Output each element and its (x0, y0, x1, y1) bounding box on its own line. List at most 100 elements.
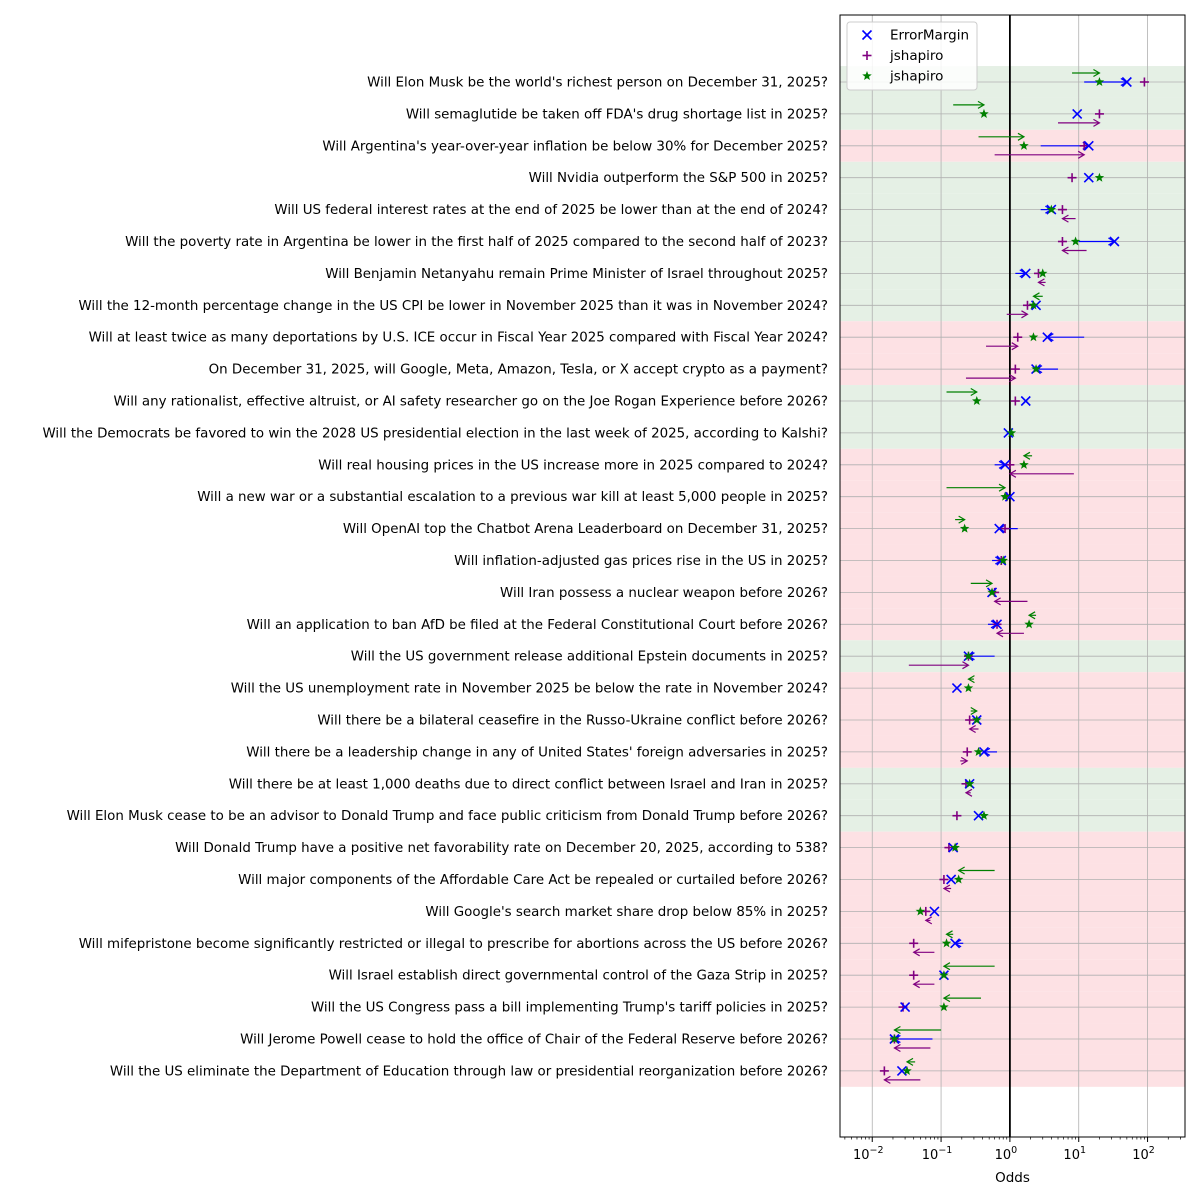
question-label: Will Argentina's year-over-year inflatio… (322, 139, 828, 154)
errormargin-marker (1020, 268, 1031, 279)
question-label: Will the US government release additiona… (351, 650, 828, 665)
jshapiro-plus-marker (1079, 141, 1089, 151)
arrow-head (962, 661, 970, 670)
jshapiro-plus-marker (965, 715, 975, 725)
arrow-head (1021, 310, 1029, 319)
arrow-head (942, 994, 951, 1003)
question-label: Will the US unemployment rate in Novembe… (231, 682, 828, 697)
shift-arrow (912, 948, 935, 957)
jshapiro-plus-marker (879, 1066, 889, 1076)
arrow-head (1022, 451, 1031, 460)
shift-arrow (953, 100, 986, 109)
x-tick-label: 10−2 (853, 1145, 884, 1163)
jshapiro-plus-marker (1010, 364, 1020, 374)
marker-stroke (861, 29, 873, 41)
arrow-head (960, 756, 969, 765)
jshapiro-star-marker (1094, 77, 1105, 87)
shift-arrow (1061, 214, 1076, 223)
arrow-head (1032, 292, 1040, 301)
shift-arrow (957, 866, 995, 875)
jshapiro-plus-marker (909, 970, 919, 980)
outcome-bands (840, 66, 1185, 1087)
arrow-head (1027, 611, 1036, 620)
shift-arrow (1027, 611, 1037, 620)
shift-arrow (965, 374, 1017, 383)
shift-arrow (964, 788, 973, 797)
jshapiro-plus-marker (1013, 332, 1023, 342)
arrow-head (968, 724, 976, 734)
arrow-head (945, 930, 953, 939)
shift-arrow (942, 994, 981, 1003)
x-tick-label: 100 (995, 1145, 1018, 1163)
arrow-head (1017, 132, 1026, 141)
arrow-head (942, 962, 951, 971)
jshapiro-plus-marker (862, 51, 872, 60)
question-label: Will mifepristone become significantly r… (79, 937, 828, 952)
question-label: Will a new war or a substantial escalati… (197, 490, 828, 505)
marker-stroke (973, 810, 984, 821)
jshapiro-star-marker (979, 108, 989, 118)
jshapiro-star-marker (941, 938, 952, 948)
question-label: Will US federal interest rates at the en… (274, 203, 828, 218)
marker-stroke (1083, 172, 1094, 183)
errormargin-marker (1121, 76, 1132, 88)
marker-stroke (900, 1002, 911, 1013)
arrow-head (1037, 278, 1045, 287)
arrow-head (1011, 342, 1019, 351)
x-tick-label: 102 (1132, 1145, 1155, 1163)
errormargin-marker (991, 619, 1003, 630)
jshapiro-star-marker (1024, 619, 1034, 629)
arrow-head (912, 980, 920, 989)
question-label: Will Jerome Powell cease to hold the off… (240, 1033, 828, 1048)
shift-arrow (968, 724, 979, 734)
question-label: Will Nvidia outperform the S&P 500 in 20… (529, 171, 828, 186)
jshapiro-star-marker (973, 746, 984, 756)
arrow-head (995, 629, 1004, 638)
legend: ErrorMargin jshapiro jshapiro (846, 21, 978, 91)
question-label: Will at least twice as many deportations… (89, 331, 828, 346)
question-label: Will the 12-month percentage change in t… (78, 299, 828, 314)
jshapiro-star-marker (998, 555, 1008, 565)
jshapiro-plus-marker (1005, 460, 1015, 470)
errormargin-marker (929, 906, 940, 917)
shift-arrow (1061, 246, 1087, 255)
jshapiro-star-marker (939, 970, 949, 980)
shift-arrow (1058, 118, 1101, 127)
jshapiro-star-marker (972, 396, 982, 406)
shift-arrow (893, 1025, 942, 1035)
jshapiro-star-marker (939, 1002, 949, 1012)
shift-arrow (924, 916, 933, 925)
jshapiro-plus-marker (1067, 173, 1077, 183)
arrow-head (883, 1075, 891, 1084)
question-label: Will semaglutide be taken off FDA's drug… (406, 107, 828, 122)
question-label: Will there be at least 1,000 deaths due … (229, 777, 828, 792)
errormargin-marker (1072, 108, 1083, 119)
x-tick-label: 101 (1063, 1145, 1086, 1163)
jshapiro-star-marker (963, 651, 974, 661)
marker-stroke (991, 619, 1003, 630)
arrow-head (964, 788, 973, 797)
shift-arrow (883, 1075, 921, 1084)
jshapiro-star-marker (1006, 427, 1017, 437)
question-label: On December 31, 2025, will Google, Meta,… (209, 363, 828, 378)
arrow-head (993, 597, 1001, 606)
shift-arrow (1006, 310, 1029, 319)
marker-stroke (1020, 268, 1031, 279)
shift-arrow (1072, 68, 1101, 78)
shift-arrow (994, 150, 1086, 159)
jshapiro-plus-marker (962, 747, 972, 757)
arrow-head (1093, 118, 1101, 127)
shift-arrow (1022, 451, 1033, 460)
question-label: Will the US eliminate the Department of … (110, 1064, 828, 1079)
jshapiro-star-marker (915, 906, 926, 916)
jshapiro-star-marker (1019, 459, 1029, 469)
jshapiro-plus-marker (1094, 109, 1104, 119)
question-label: Will there be a bilateral ceasefire in t… (317, 714, 828, 729)
jshapiro-star-marker (889, 1034, 900, 1044)
shift-arrow (1008, 469, 1074, 478)
jshapiro-star-marker (1028, 300, 1039, 310)
shift-arrow (995, 629, 1024, 638)
jshapiro-star-marker (1031, 364, 1041, 374)
jshapiro-star-marker (1046, 204, 1057, 214)
jshapiro-star-marker (959, 523, 970, 533)
